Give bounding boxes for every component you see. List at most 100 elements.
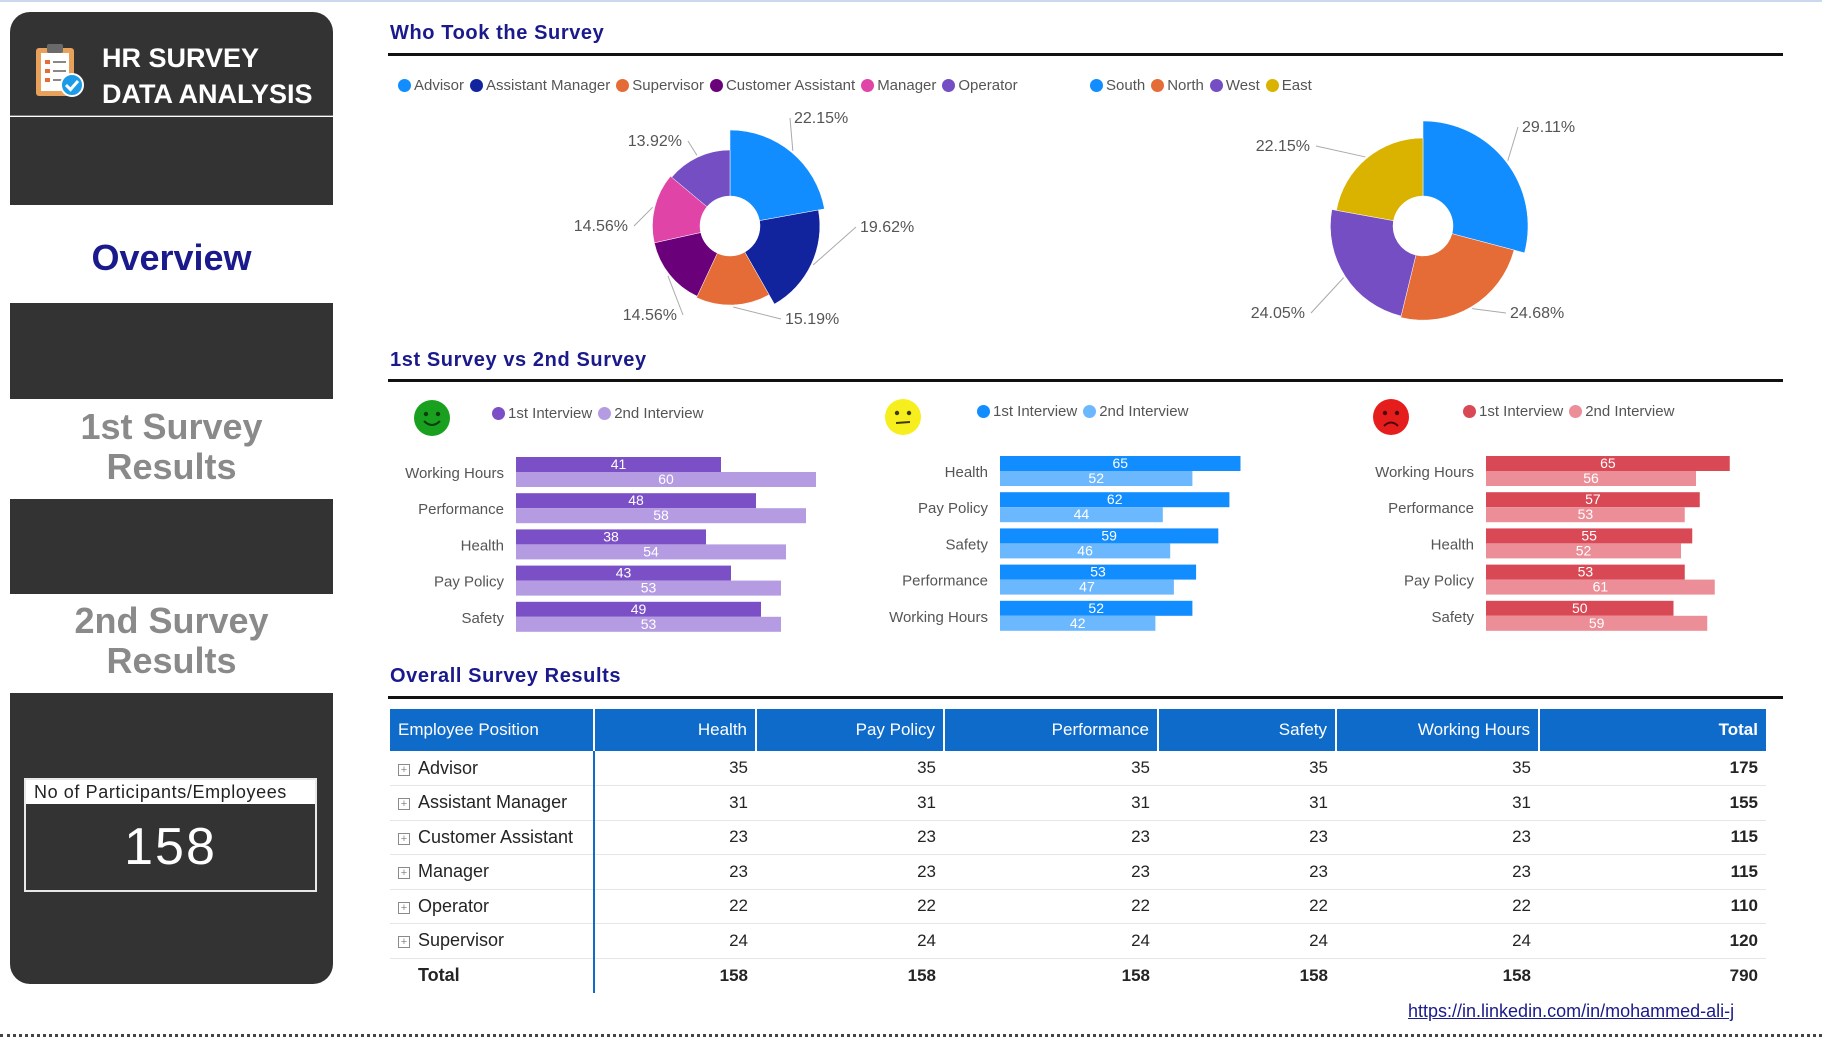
slice-label: 22.15% [794, 110, 848, 127]
bar-value-label: 52 [1088, 600, 1104, 616]
table-cell-value: 115 [1539, 854, 1766, 890]
bar [1000, 528, 1219, 544]
bar [516, 601, 761, 617]
bar-value-label: 61 [1593, 579, 1609, 595]
expand-icon[interactable]: + [398, 901, 410, 914]
pie-slice [671, 149, 731, 208]
legend-dot [977, 405, 990, 418]
bar-category-label: Safety [461, 610, 504, 627]
column-header[interactable]: Performance [944, 709, 1159, 751]
legend-item[interactable]: Operator [942, 77, 1018, 94]
table-cell-position: Total [390, 958, 595, 993]
bar [1000, 471, 1193, 486]
slice-label: 29.11% [1522, 119, 1575, 136]
table-cell-value: 23 [594, 820, 756, 855]
bar [1000, 492, 1230, 508]
expand-icon[interactable]: + [398, 936, 410, 949]
legend-item[interactable]: 2nd Interview [1083, 403, 1188, 420]
nav-first-survey-button[interactable]: 1st Survey Results [80, 406, 263, 487]
legend-dot [709, 79, 723, 92]
table-cell-value: 23 [594, 854, 756, 890]
bar [516, 565, 731, 581]
bar [516, 508, 806, 524]
slice-label: 22.15% [1256, 138, 1310, 155]
legend-item[interactable]: Advisor [398, 77, 464, 94]
table-cell-value: 155 [1539, 785, 1766, 821]
legend-label: Advisor [414, 77, 465, 94]
nav-block [10, 499, 333, 594]
legend-item[interactable]: 2nd Interview [1569, 403, 1674, 420]
table-cell-value: 23 [1158, 820, 1336, 855]
legend-item[interactable]: 2nd Interview [598, 405, 703, 422]
column-header[interactable]: Safety [1158, 709, 1337, 751]
column-header[interactable]: Health [594, 709, 757, 751]
leader-line [1472, 308, 1507, 314]
legend-item[interactable]: 1st Interview [1463, 403, 1563, 420]
bar [1000, 579, 1174, 595]
legend-label: East [1281, 77, 1312, 94]
bar-value-label: 55 [1581, 527, 1597, 543]
leader-line [1315, 145, 1366, 158]
table-cell-position: + Supervisor [390, 923, 595, 959]
legend-item[interactable]: Customer Assistant [709, 77, 855, 94]
section-title-who: Who Took the Survey [390, 22, 605, 44]
section-title-overall: Overall Survey Results [390, 665, 622, 687]
bar [1486, 492, 1700, 508]
bar-value-label: 59 [1101, 527, 1117, 543]
column-header[interactable]: Total [1539, 709, 1766, 751]
legend-item[interactable]: West [1209, 77, 1260, 94]
table-cell-value: 22 [1336, 889, 1539, 924]
bar-value-label: 42 [1070, 615, 1086, 631]
bar [1000, 600, 1193, 616]
expand-icon[interactable]: + [398, 867, 410, 880]
position-label: Operator [418, 895, 490, 916]
table-cell-value: 24 [756, 923, 944, 959]
slice-label: 14.56% [574, 218, 628, 235]
legend-item[interactable]: South [1090, 77, 1145, 94]
legend-dot [1463, 405, 1476, 418]
expand-icon[interactable]: + [398, 832, 410, 845]
bar-value-label: 53 [1578, 506, 1594, 522]
bar [1486, 543, 1681, 559]
table-cell-value: 23 [756, 854, 944, 890]
column-header[interactable]: Pay Policy [756, 709, 945, 751]
expand-icon[interactable]: + [398, 798, 410, 811]
legend-label: 2nd Interview [1585, 403, 1675, 420]
linkedin-link[interactable]: https://in.linkedin.com/in/mohammed-ali-… [1408, 1001, 1735, 1021]
legend-label: 1st Interview [508, 405, 593, 422]
legend-dot [1090, 79, 1103, 92]
bar-category-label: Safety [945, 536, 988, 553]
legend-item[interactable]: Manager [861, 77, 936, 94]
bar [1486, 615, 1708, 631]
clipboard-check-icon [36, 44, 84, 97]
happy-legend: 1st Interview 2nd Interview [492, 405, 709, 422]
section-divider [388, 379, 1783, 382]
bar-category-label: Working Hours [1375, 464, 1474, 481]
column-header[interactable]: Working Hours [1336, 709, 1540, 751]
position-legend: Advisor Assistant Manager Supervisor Cus… [398, 77, 1024, 94]
legend-item[interactable]: 1st Interview [977, 403, 1077, 420]
legend-item[interactable]: Supervisor [616, 77, 704, 94]
legend-label: Assistant Manager [486, 77, 611, 94]
legend-item[interactable]: North [1151, 77, 1204, 94]
table-cell-value: 24 [1336, 923, 1539, 959]
bar-value-label: 58 [653, 507, 669, 523]
leader-line [633, 206, 654, 227]
nav-second-survey-button[interactable]: 2nd Survey Results [74, 600, 269, 681]
report-header: HR SURVEY DATA ANALYSIS [10, 12, 333, 116]
bar [516, 457, 721, 472]
bar-value-label: 59 [1589, 615, 1605, 631]
legend-item[interactable]: 1st Interview [492, 405, 592, 422]
legend-label: South [1106, 77, 1146, 94]
bar-category-label: Health [1431, 536, 1474, 553]
nav-overview-button[interactable]: Overview [91, 237, 252, 278]
legend-dot [616, 79, 630, 92]
legend-item[interactable]: Assistant Manager [470, 77, 610, 94]
bar-value-label: 53 [1578, 564, 1594, 580]
column-header[interactable]: Employee Position [390, 709, 595, 751]
table-total-row: Total 158 158 158 158 158 790 [390, 958, 1766, 993]
expand-icon[interactable]: + [398, 763, 410, 776]
legend-item[interactable]: East [1265, 77, 1312, 94]
table-cell-position: + Customer Assistant [390, 820, 595, 855]
